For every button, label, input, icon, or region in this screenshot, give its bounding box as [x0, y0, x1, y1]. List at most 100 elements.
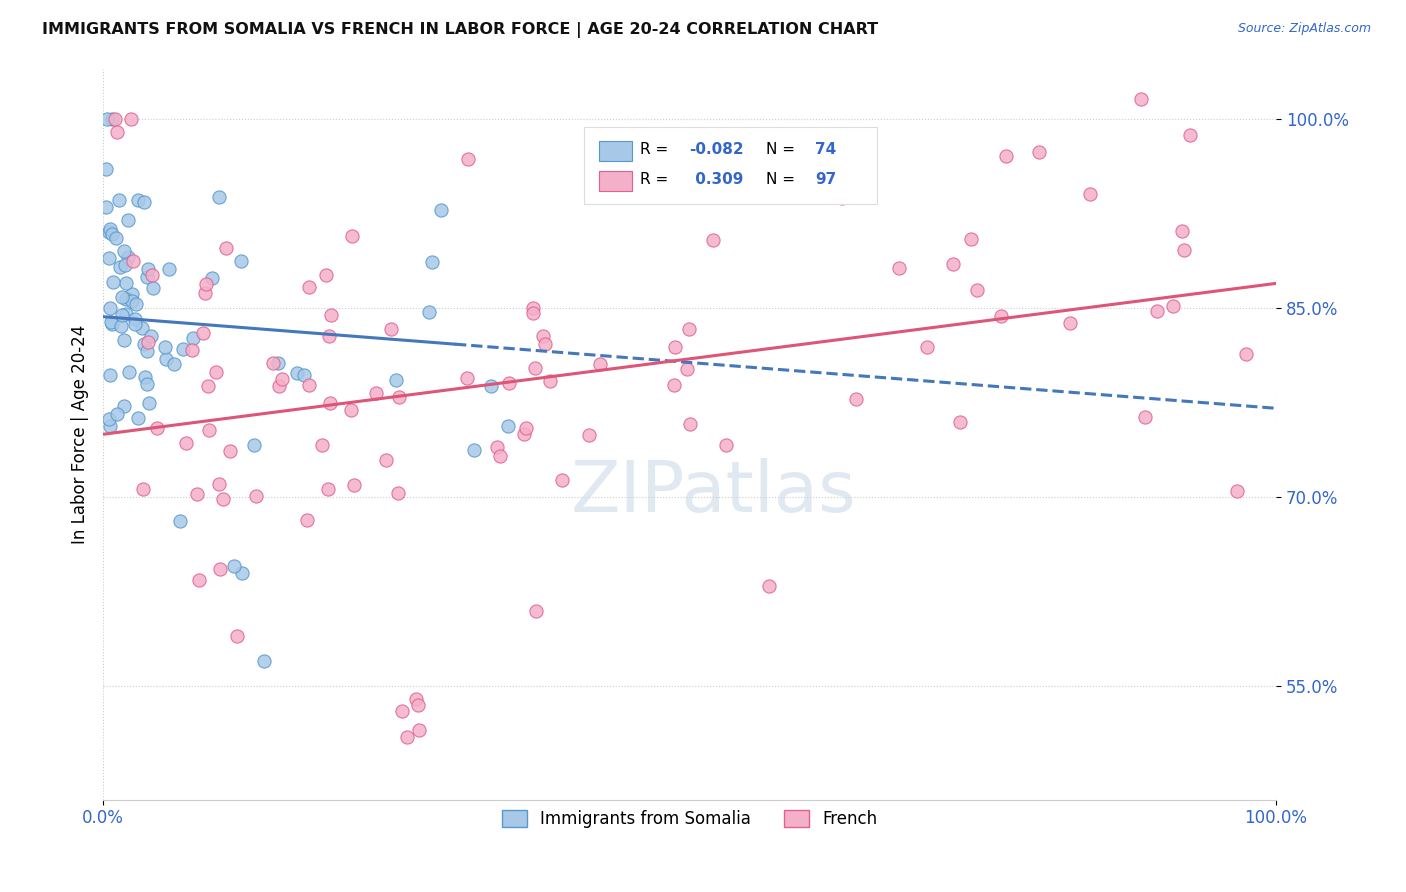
Text: IMMIGRANTS FROM SOMALIA VS FRENCH IN LABOR FORCE | AGE 20-24 CORRELATION CHART: IMMIGRANTS FROM SOMALIA VS FRENCH IN LAB… — [42, 22, 879, 38]
Point — [174, 436, 197, 450]
Point — [186, 486, 208, 500]
Point — [131, 321, 153, 335]
Point — [204, 365, 226, 379]
Point — [1180, 128, 1202, 143]
Text: ZIPatlas: ZIPatlas — [571, 458, 856, 527]
Point — [112, 244, 135, 258]
Point — [1028, 145, 1050, 159]
Point — [136, 262, 159, 277]
Point — [114, 277, 136, 291]
Point — [155, 340, 177, 354]
Point — [489, 450, 512, 464]
Point — [845, 392, 868, 407]
Point — [292, 368, 315, 383]
Point — [311, 438, 333, 452]
Point — [262, 356, 284, 370]
Point — [758, 579, 780, 593]
Point — [118, 365, 141, 379]
Point — [664, 378, 686, 392]
Point — [110, 319, 132, 334]
Point — [115, 307, 138, 321]
Point — [380, 322, 402, 336]
Point — [114, 258, 136, 272]
Point — [96, 112, 118, 126]
Point — [198, 424, 221, 438]
Point — [534, 337, 557, 351]
Point — [522, 306, 544, 320]
Point — [463, 442, 485, 457]
Point — [120, 112, 142, 126]
Point — [125, 297, 148, 311]
Point — [405, 691, 427, 706]
Point — [163, 357, 186, 371]
Point — [121, 253, 143, 268]
Point — [498, 419, 520, 434]
Point — [1135, 409, 1157, 424]
Point — [538, 374, 561, 388]
Point — [134, 336, 156, 351]
Point — [343, 478, 366, 492]
Point — [222, 559, 245, 574]
Y-axis label: In Labor Force | Age 20-24: In Labor Force | Age 20-24 — [72, 325, 89, 543]
Point — [716, 437, 738, 451]
Text: -0.082: -0.082 — [689, 142, 744, 157]
Point — [97, 251, 120, 265]
Point — [420, 255, 443, 269]
Point — [253, 654, 276, 668]
Point — [831, 192, 853, 206]
Point — [181, 343, 204, 358]
Text: R =: R = — [640, 172, 673, 187]
Point — [319, 396, 342, 410]
Point — [966, 283, 988, 297]
Point — [94, 200, 117, 214]
Point — [1171, 224, 1194, 238]
Point — [374, 453, 396, 467]
Point — [121, 293, 143, 308]
Point — [195, 277, 218, 291]
Point — [531, 329, 554, 343]
Point — [155, 352, 177, 367]
Point — [225, 629, 247, 643]
Point — [524, 361, 547, 376]
Point — [100, 315, 122, 329]
Point — [159, 262, 181, 277]
Point — [456, 370, 478, 384]
Point — [121, 286, 143, 301]
Point — [115, 292, 138, 306]
Point — [887, 260, 910, 275]
Point — [101, 112, 124, 126]
Point — [589, 357, 612, 371]
Point — [146, 420, 169, 434]
Point — [108, 193, 131, 207]
Point — [267, 379, 290, 393]
Point — [98, 412, 121, 426]
Point — [942, 257, 965, 271]
Point — [318, 329, 340, 343]
Point — [515, 421, 537, 435]
Point — [136, 270, 159, 285]
Point — [578, 428, 600, 442]
Point — [406, 698, 429, 712]
Point — [486, 441, 509, 455]
Point — [315, 268, 337, 282]
Point — [498, 376, 520, 391]
Point — [995, 149, 1018, 163]
Text: N =: N = — [766, 142, 800, 157]
Legend: Immigrants from Somalia, French: Immigrants from Somalia, French — [495, 804, 884, 835]
Point — [98, 222, 121, 236]
Point — [388, 390, 411, 404]
Point — [136, 335, 159, 350]
FancyBboxPatch shape — [599, 171, 633, 191]
Point — [215, 241, 238, 255]
Point — [111, 308, 134, 322]
Point — [949, 415, 972, 429]
Point — [395, 730, 418, 744]
Point — [481, 379, 503, 393]
Point — [208, 562, 231, 576]
Point — [1234, 347, 1257, 361]
Point — [678, 322, 700, 336]
Point — [245, 489, 267, 503]
Point — [364, 386, 387, 401]
Point — [524, 604, 547, 618]
Point — [136, 344, 159, 359]
